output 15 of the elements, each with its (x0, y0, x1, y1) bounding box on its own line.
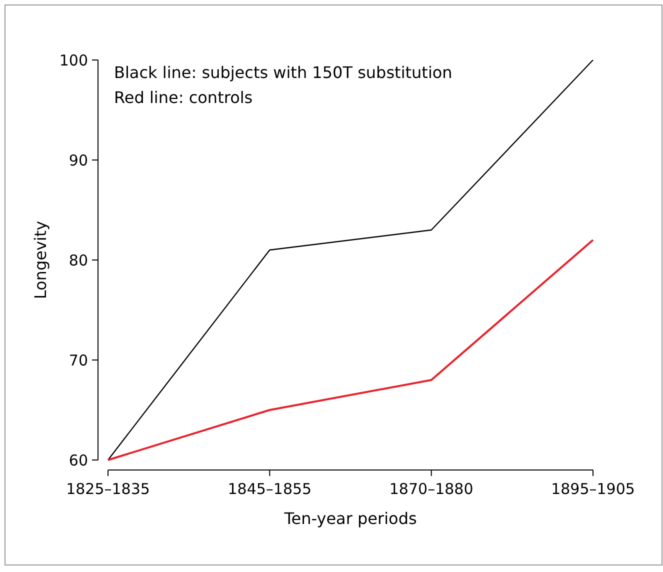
annotation: Red line: controls (114, 88, 253, 107)
line-series (107, 59, 594, 461)
y-tick-label: 60 (68, 451, 88, 470)
x-axis-title: Ten-year periods (283, 509, 417, 528)
y-tick-label: 70 (68, 351, 88, 370)
y-tick-label: 80 (68, 251, 88, 270)
line-series (107, 239, 594, 461)
x-tick-label: 1825–1835 (66, 480, 150, 498)
x-tick-label: 1845–1855 (228, 480, 312, 498)
y-tick-label: 90 (68, 151, 88, 170)
y-axis-title: Longevity (31, 220, 50, 300)
x-tick-label: 1870–1880 (389, 480, 474, 498)
x-tick-label: 1895–1905 (551, 480, 635, 498)
annotation: Black line: subjects with 150T substitution (114, 63, 452, 82)
y-tick-label: 100 (59, 51, 88, 70)
